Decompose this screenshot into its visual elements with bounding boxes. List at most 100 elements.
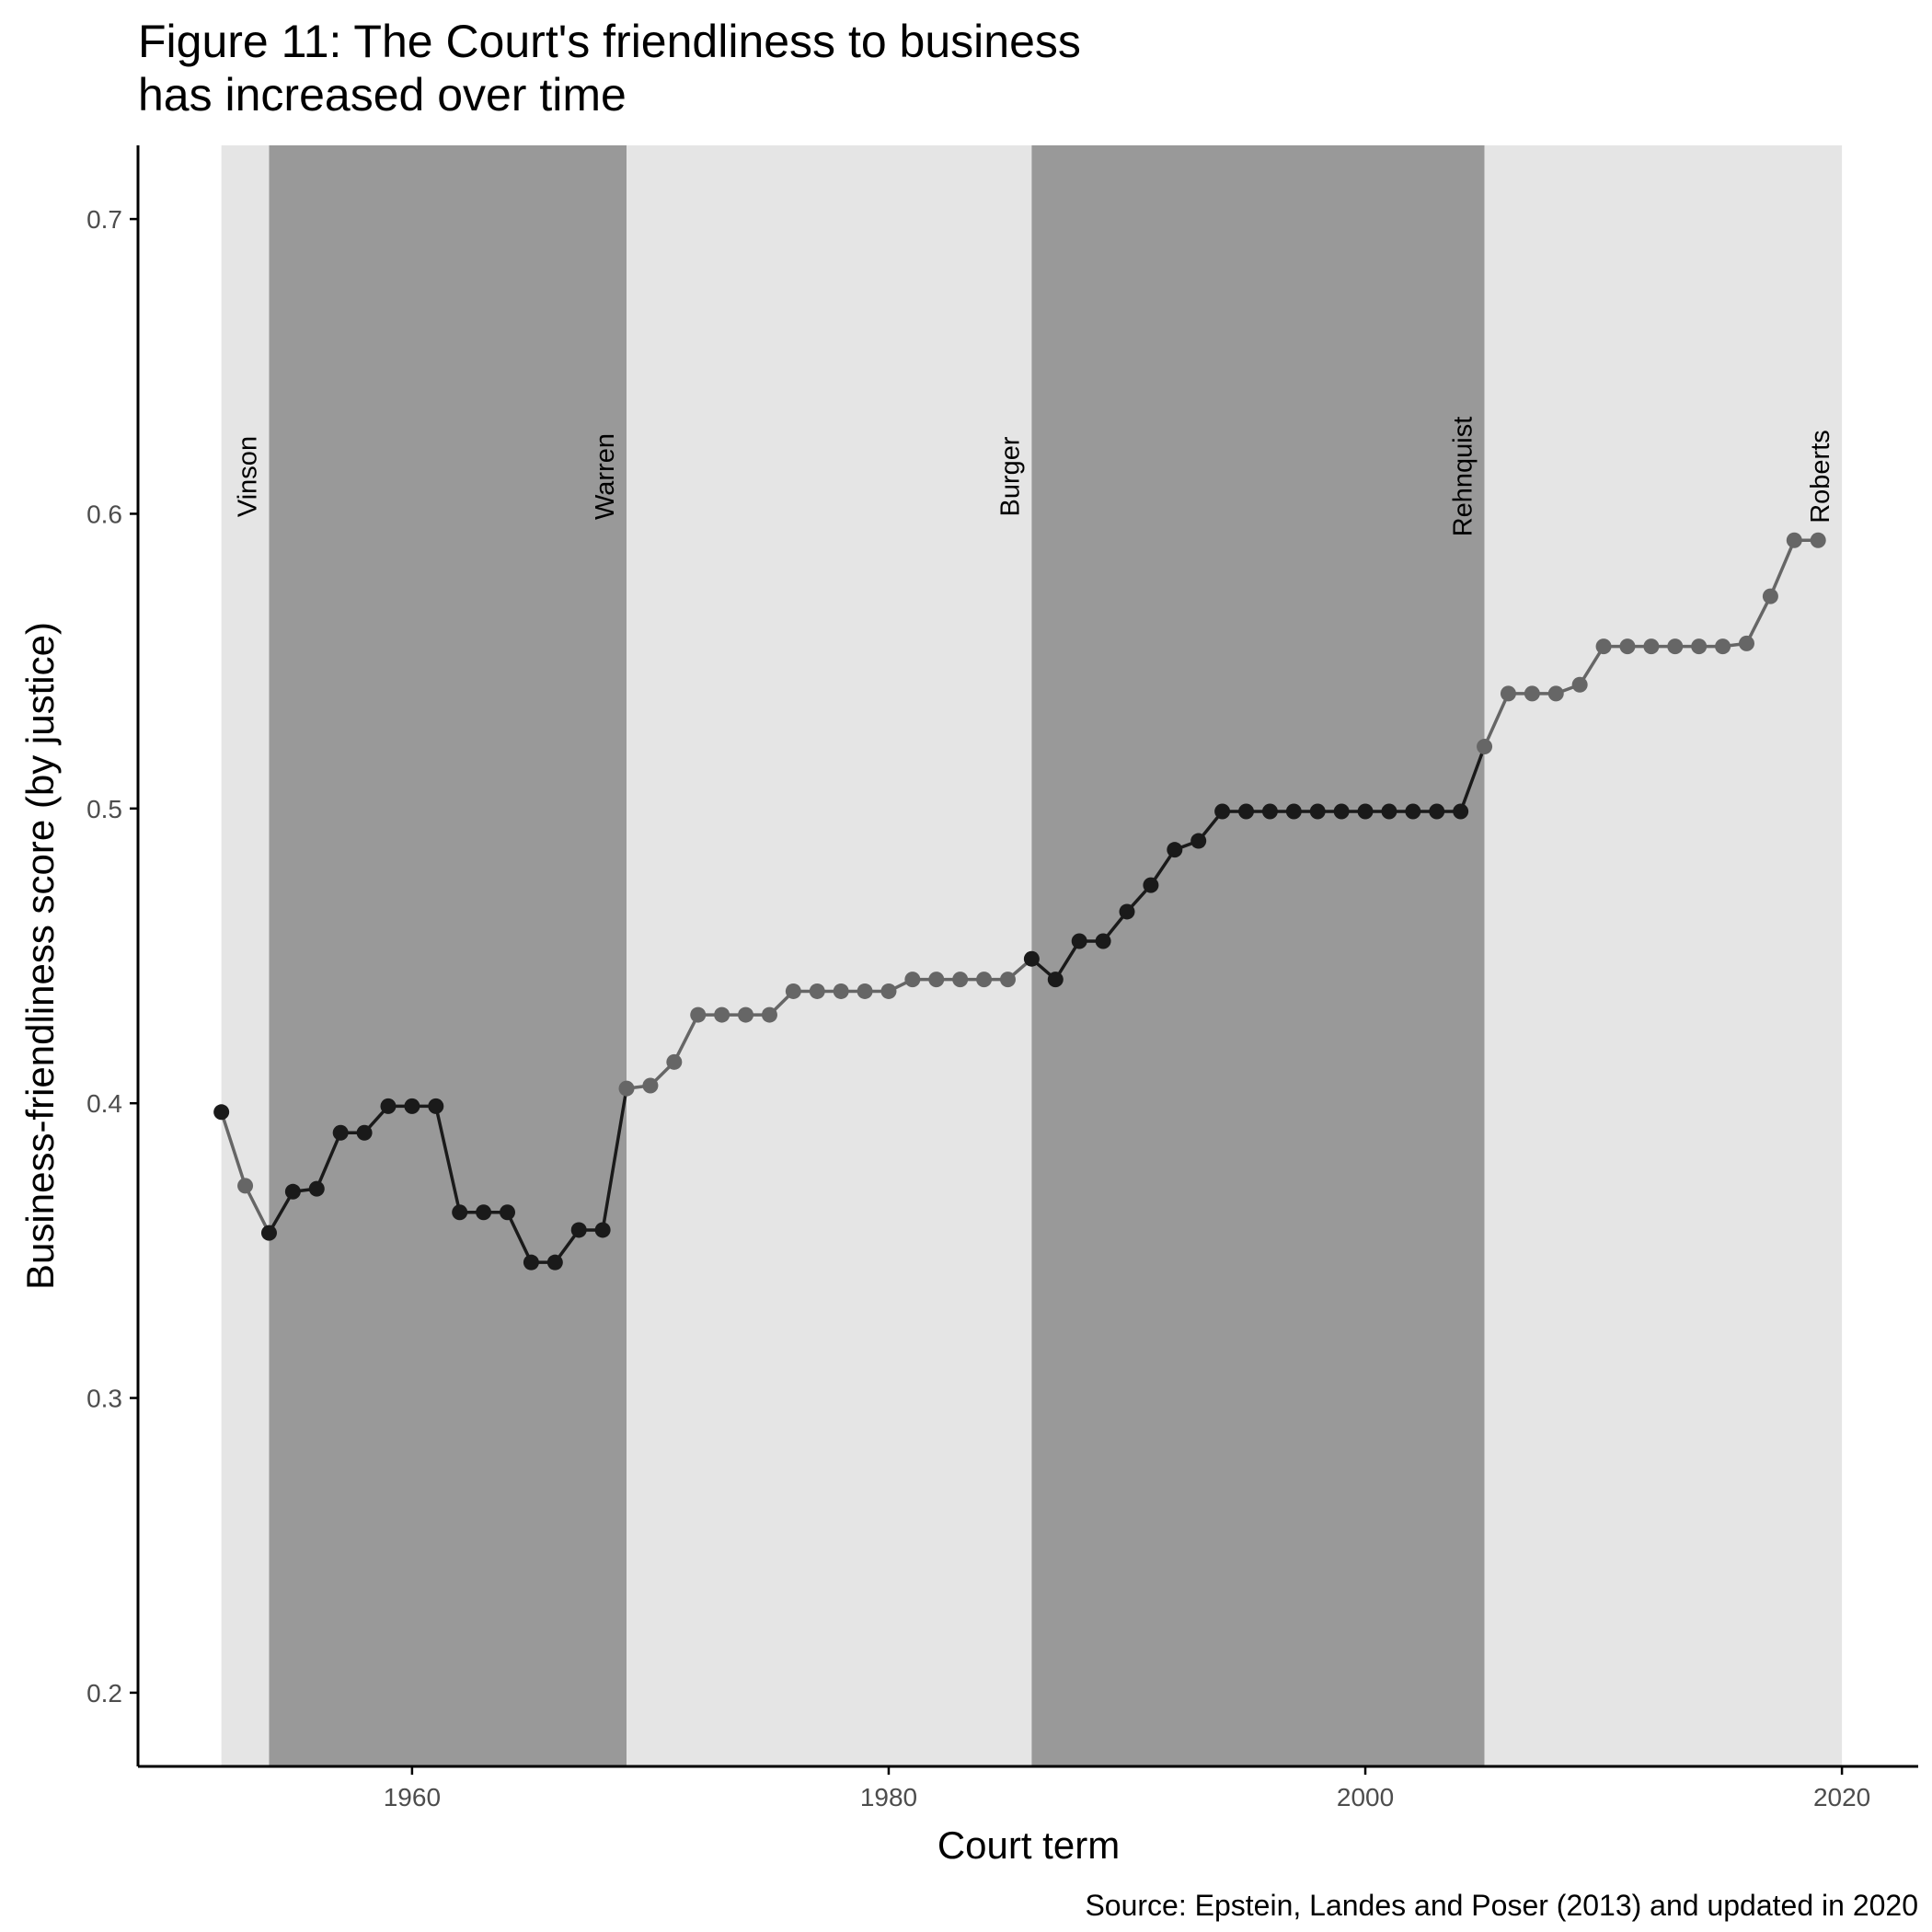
- data-point: [404, 1098, 420, 1114]
- data-point: [976, 972, 993, 988]
- era-label-warren: Warren: [591, 433, 620, 520]
- series-segment: [673, 1013, 700, 1064]
- data-point: [500, 1204, 516, 1221]
- era-band-vinson: [221, 145, 270, 1766]
- x-tick-label: 2020: [1813, 1783, 1870, 1811]
- data-point: [1357, 803, 1374, 820]
- data-point: [1309, 803, 1326, 820]
- data-point: [1143, 877, 1159, 893]
- data-point: [952, 972, 969, 988]
- series-segment: [601, 1087, 628, 1232]
- era-band-rehnquist: [1031, 145, 1485, 1766]
- data-point: [1715, 638, 1731, 655]
- data-point: [1119, 903, 1135, 920]
- y-tick-label: 0.5: [86, 795, 122, 823]
- data-point: [1643, 638, 1660, 655]
- data-point: [570, 1222, 587, 1238]
- data-point: [452, 1204, 468, 1221]
- data-point: [428, 1098, 444, 1114]
- data-point: [1095, 933, 1111, 949]
- data-point: [880, 983, 897, 999]
- series-segment: [505, 1210, 534, 1264]
- series-segment: [1482, 692, 1511, 749]
- era-labels: Vinson Warren Burger Rehnquist Roberts: [233, 417, 1835, 537]
- series-segment: [1744, 594, 1773, 646]
- data-point: [308, 1180, 325, 1197]
- data-point: [1477, 739, 1493, 755]
- data-point: [928, 972, 945, 988]
- data-point: [1167, 842, 1183, 858]
- data-point: [284, 1183, 301, 1200]
- data-point: [857, 983, 873, 999]
- data-point: [260, 1225, 277, 1241]
- axes: [136, 145, 1918, 1768]
- data-point: [1429, 803, 1445, 820]
- era-label-rehnquist: Rehnquist: [1449, 417, 1478, 537]
- data-point: [1333, 803, 1350, 820]
- data-point: [666, 1053, 683, 1070]
- data-point: [642, 1077, 659, 1094]
- series-points: [213, 532, 1826, 1271]
- source-caption: Source: Epstein, Landes and Poser (2013)…: [1085, 1889, 1918, 1922]
- series-segment: [219, 1110, 247, 1188]
- data-point: [1619, 638, 1636, 655]
- data-point: [1071, 933, 1087, 949]
- x-tick-label: 1960: [384, 1783, 441, 1811]
- x-axis-title: Court term: [937, 1823, 1120, 1867]
- y-axis-title: Business-friendliness score (by justice): [18, 622, 62, 1290]
- data-point: [904, 972, 921, 988]
- y-tick-label: 0.2: [86, 1679, 122, 1708]
- data-point: [594, 1222, 611, 1238]
- data-point: [356, 1124, 373, 1141]
- y-tick-label: 0.4: [86, 1089, 122, 1118]
- data-point: [1190, 833, 1207, 849]
- y-tick-label: 0.6: [86, 500, 122, 528]
- data-point: [1023, 950, 1040, 967]
- series-segment: [243, 1184, 271, 1235]
- data-point: [738, 1006, 754, 1023]
- series-segment: [1458, 744, 1487, 813]
- data-point: [714, 1006, 730, 1023]
- x-axis-ticks: 1960 1980 2000 2020: [384, 1766, 1870, 1811]
- data-point: [1261, 803, 1278, 820]
- data-point: [690, 1006, 707, 1023]
- data-point: [1786, 532, 1802, 548]
- y-tick-label: 0.3: [86, 1385, 122, 1413]
- era-bands: [221, 145, 1843, 1766]
- data-point: [1738, 635, 1754, 651]
- series-segment: [267, 1190, 295, 1235]
- data-point: [1524, 685, 1540, 702]
- data-point: [999, 972, 1016, 988]
- data-point: [1453, 803, 1469, 820]
- x-tick-label: 2000: [1337, 1783, 1394, 1811]
- chart-title-line-1: Figure 11: The Court's friendliness to b…: [138, 16, 1081, 67]
- data-point: [1595, 638, 1612, 655]
- era-band-burger: [627, 145, 1032, 1766]
- data-point: [833, 983, 849, 999]
- era-label-burger: Burger: [995, 436, 1025, 516]
- chart-title-line-2: has increased over time: [138, 69, 627, 121]
- data-point: [1214, 803, 1231, 820]
- data-point: [476, 1204, 492, 1221]
- data-point: [809, 983, 825, 999]
- data-point: [1381, 803, 1397, 820]
- era-label-vinson: Vinson: [233, 436, 262, 517]
- y-axis-ticks: 0.2 0.3 0.4 0.5 0.6 0.7: [86, 205, 138, 1708]
- data-point: [1762, 588, 1778, 604]
- data-point: [1500, 685, 1516, 702]
- data-point: [546, 1254, 563, 1271]
- data-point: [1691, 638, 1708, 655]
- series-segment: [315, 1131, 342, 1190]
- data-point: [1667, 638, 1684, 655]
- y-tick-label: 0.7: [86, 205, 122, 234]
- data-point: [1571, 676, 1588, 693]
- x-tick-label: 1980: [860, 1783, 917, 1811]
- data-point: [1405, 803, 1421, 820]
- data-point: [380, 1098, 397, 1114]
- data-point: [1547, 685, 1564, 702]
- data-point: [785, 983, 801, 999]
- data-point: [332, 1124, 349, 1141]
- data-point: [1285, 803, 1302, 820]
- chart-title: Figure 11: The Court's friendliness to b…: [138, 16, 1081, 121]
